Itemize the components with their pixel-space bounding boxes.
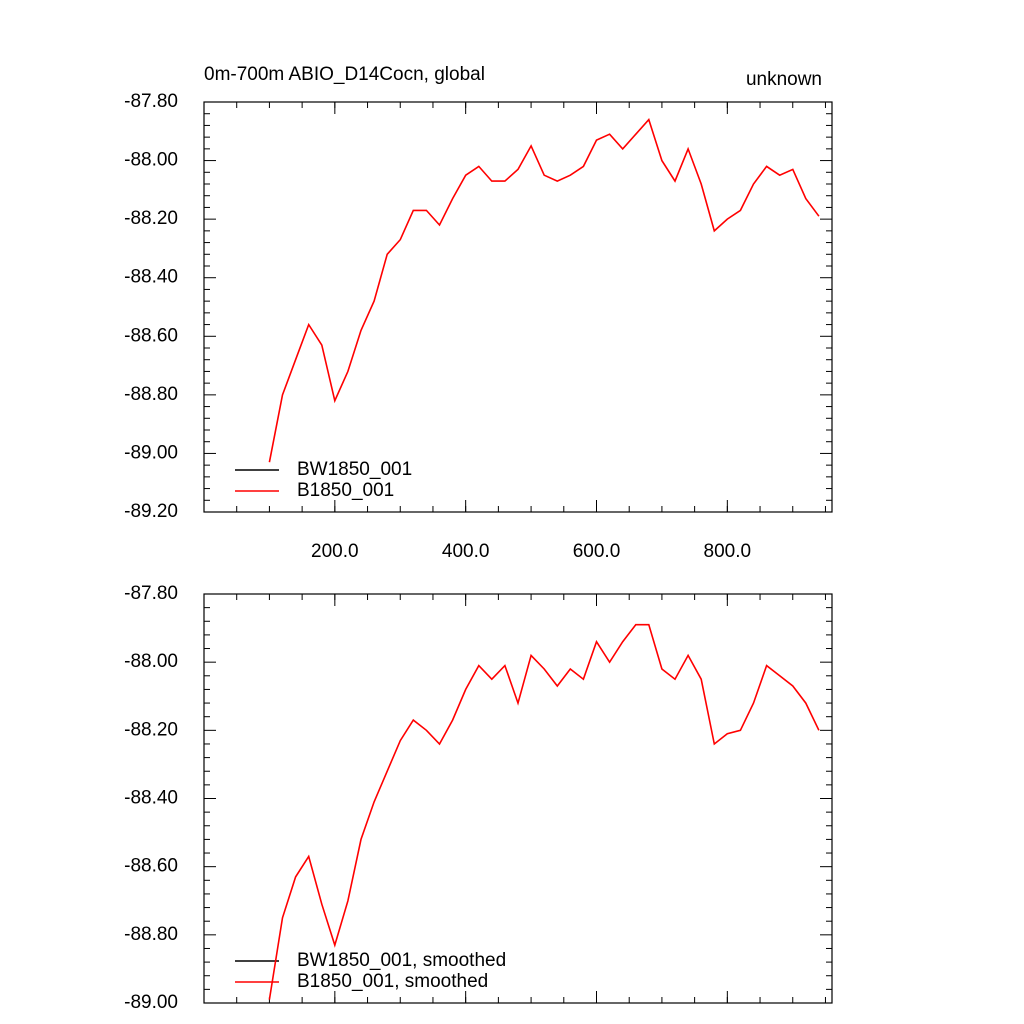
y-tick-label: -88.00 [124,150,178,171]
right-title: unknown [746,69,822,90]
x-tick-label: 200.0 [311,541,359,562]
data-line [268,623,820,1000]
plot-frame [203,593,833,1004]
y-tick-label: -88.40 [124,788,178,809]
y-tick-label: -88.40 [124,267,178,288]
x-tick-label: 400.0 [442,541,490,562]
y-tick-label: -88.00 [124,651,178,672]
plot-frame [203,101,833,513]
y-tick-label: -87.80 [124,583,178,604]
y-tick-label: -88.60 [124,325,178,346]
y-tick-label: -89.00 [124,442,178,463]
x-tick-label: 600.0 [573,541,621,562]
y-tick-label: -88.80 [124,384,178,405]
y-tick-label: -89.00 [124,992,178,1013]
x-tick-label: 800.0 [704,541,752,562]
y-tick-label: -88.20 [124,719,178,740]
legend-label: BW1850_001 [297,459,412,480]
legend-label: B1850_001 [297,480,394,501]
legend-label: B1850_001, smoothed [297,971,488,992]
chart-title: 0m-700m ABIO_D14Cocn, global [204,64,485,85]
legend-label: BW1850_001, smoothed [297,950,506,971]
y-tick-label: -88.60 [124,856,178,877]
data-line [268,118,820,463]
y-tick-label: -88.20 [124,208,178,229]
y-tick-label: -88.80 [124,924,178,945]
y-tick-label: -87.80 [124,91,178,112]
y-tick-label: -89.20 [124,501,178,522]
